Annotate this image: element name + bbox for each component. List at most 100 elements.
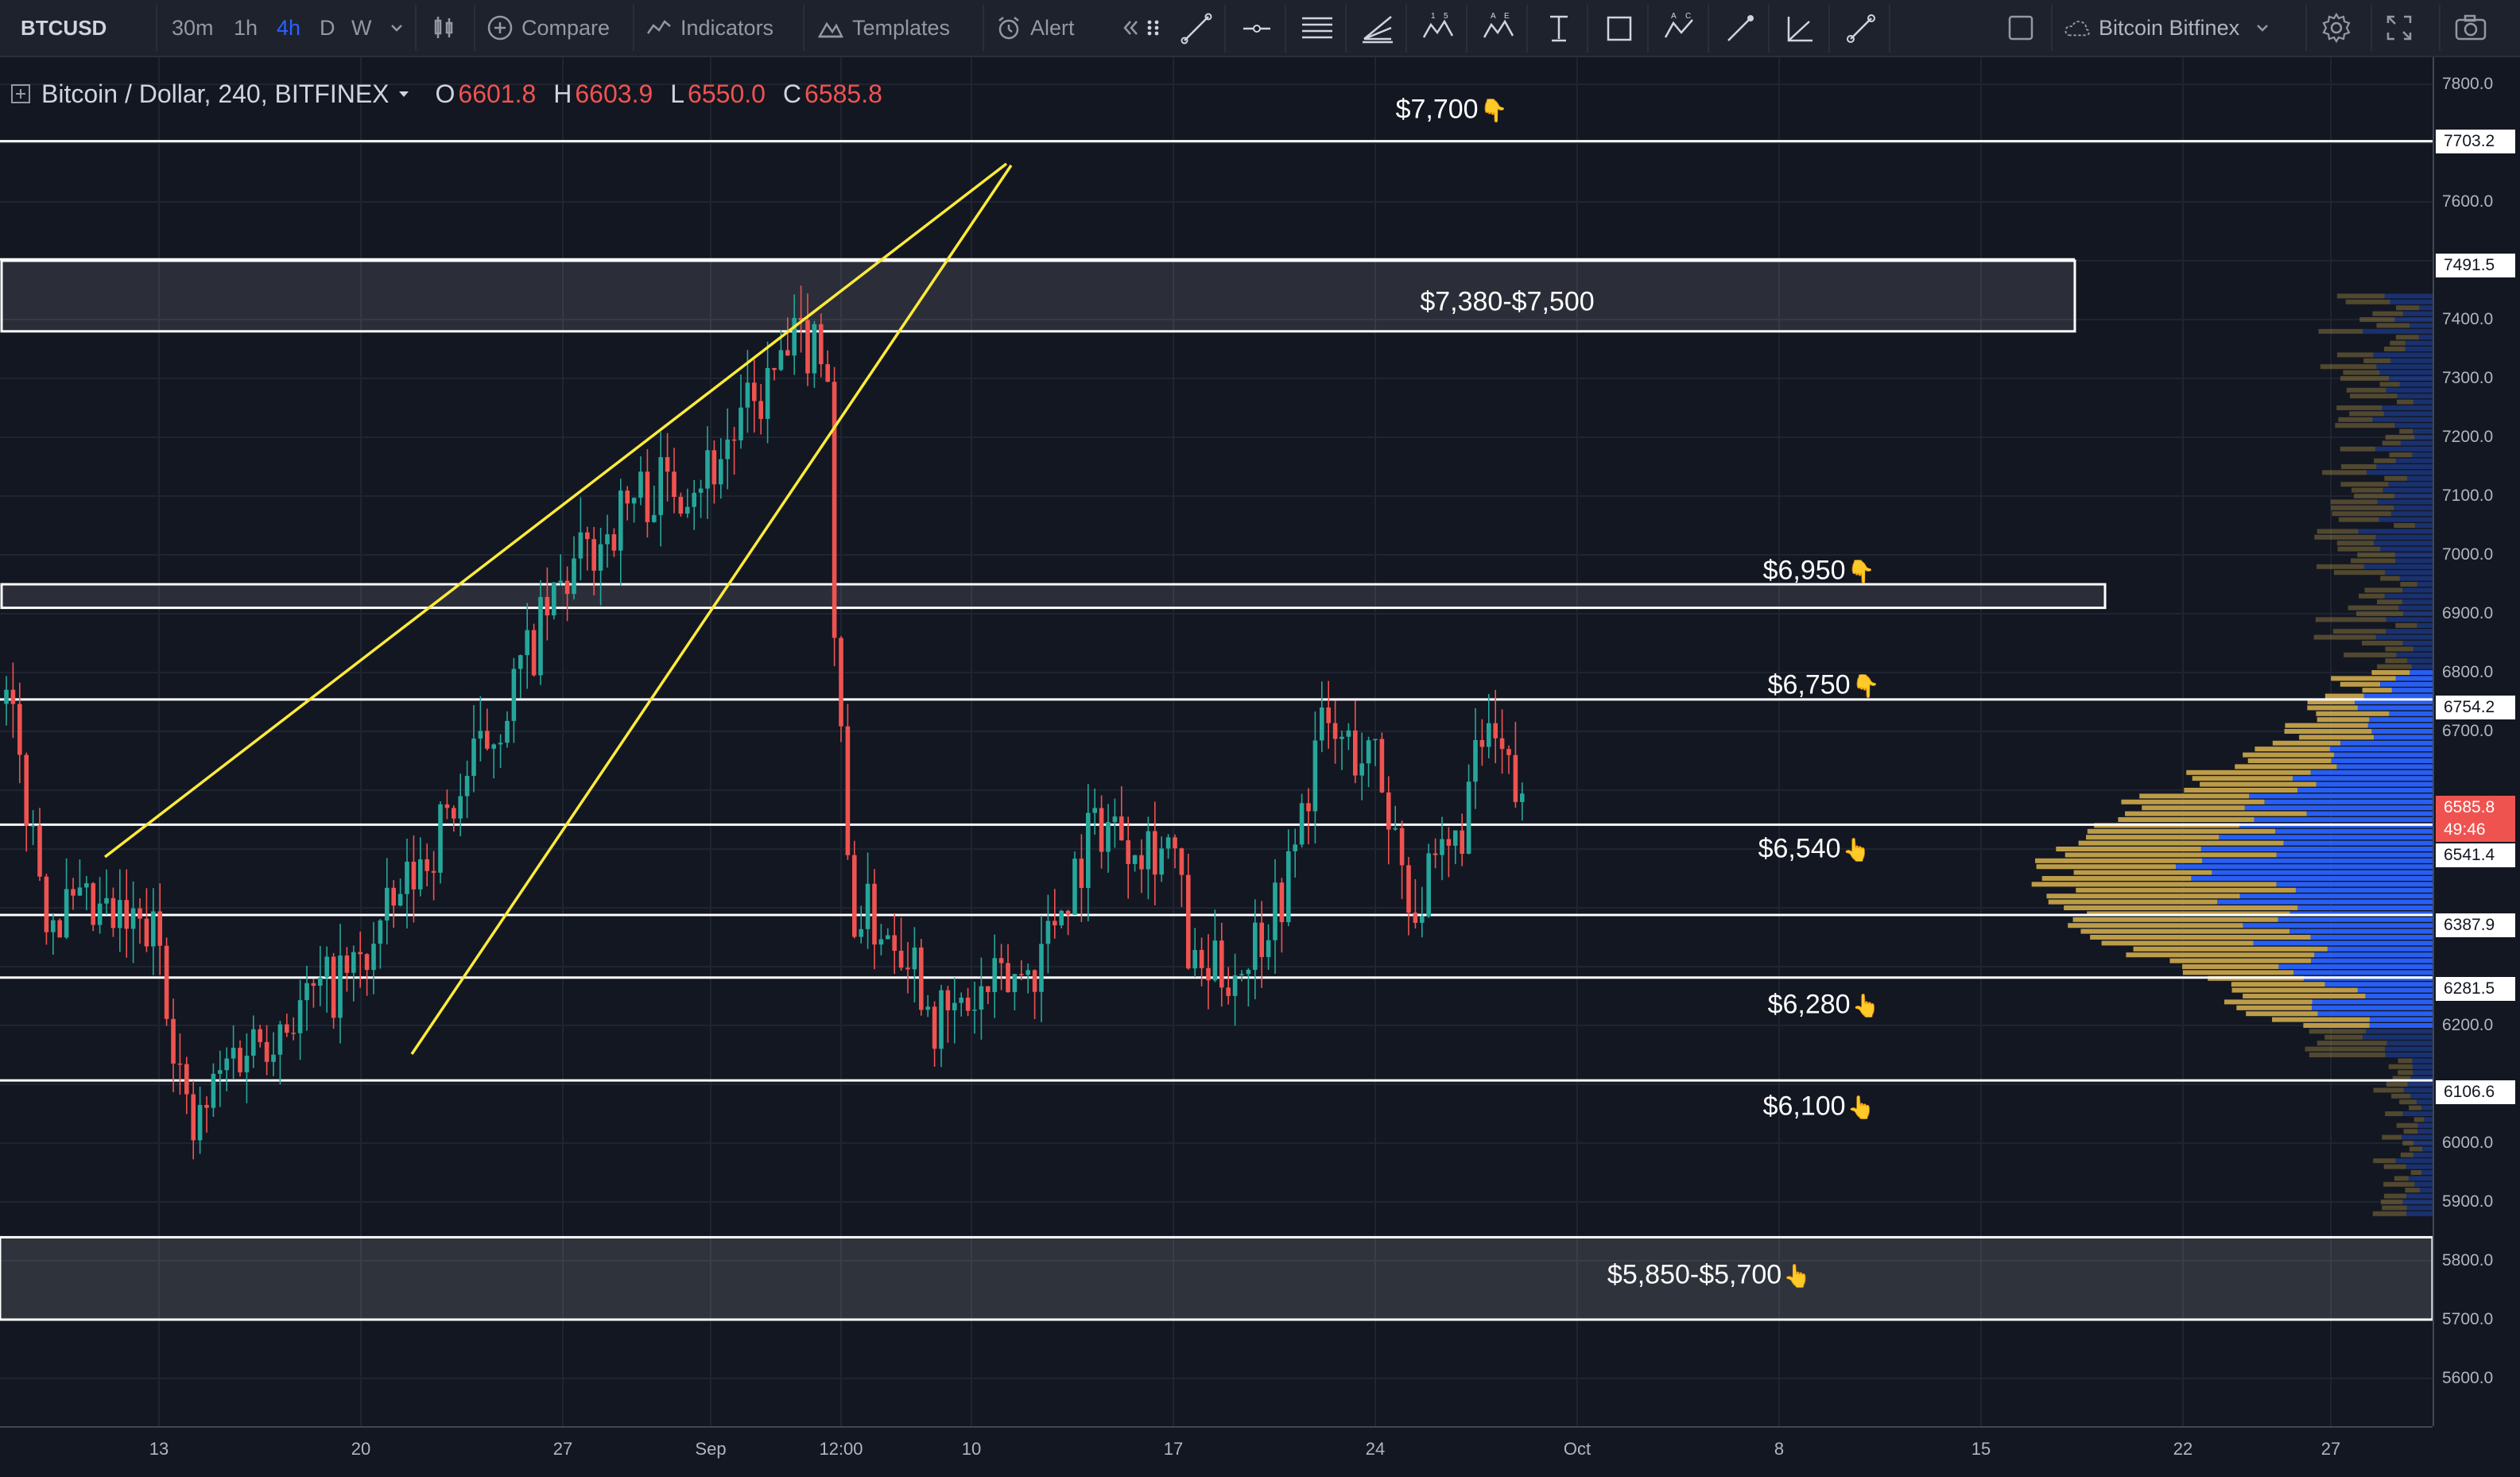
candle-body xyxy=(745,382,750,408)
interval-4h[interactable]: 4h xyxy=(277,15,301,40)
price-chart[interactable] xyxy=(0,57,2433,1426)
camera-snapshot-icon[interactable] xyxy=(2453,0,2488,56)
hand-up-icon: 👆 xyxy=(1783,1263,1812,1289)
price-tick: 7800.0 xyxy=(2442,75,2494,93)
candle-body xyxy=(331,956,336,1018)
label-zone-5850-5700[interactable]: $5,850-$5,700👆 xyxy=(1607,1259,1812,1290)
chart-pane[interactable]: $7,700👇 $7,380-$7,500 $6,950👇 $6,750👇 $6… xyxy=(0,57,2433,1426)
candle-body xyxy=(711,450,717,485)
volume-bar-up xyxy=(2386,629,2433,634)
candle-body xyxy=(878,939,884,945)
label-7700[interactable]: $7,700👇 xyxy=(1395,94,1508,125)
candle-body xyxy=(344,955,350,973)
rising-wedge-trendlines[interactable] xyxy=(103,162,1013,1055)
drag-handle-icon[interactable] xyxy=(1145,0,1162,56)
price-scale[interactable]: 7800.0 7600.0 7400.0 7300.0 7200.0 7100.… xyxy=(2433,57,2520,1426)
alert-button[interactable]: Alert xyxy=(995,0,1075,56)
brush-tool-icon[interactable] xyxy=(1712,5,1770,52)
volume-bar-up xyxy=(2367,723,2433,728)
measure-tool-icon[interactable] xyxy=(1773,5,1830,52)
level-badge-6754: 6754.2 xyxy=(2436,696,2515,719)
label-6280[interactable]: $6,280👆 xyxy=(1767,989,1880,1020)
volume-bar-down xyxy=(2320,364,2377,370)
candle-body xyxy=(378,920,383,944)
label-6540[interactable]: $6,540👆 xyxy=(1758,833,1871,864)
volume-bar-down xyxy=(2303,1023,2370,1028)
templates-button[interactable]: Templates xyxy=(817,0,950,56)
horizontal-ray-tool-icon[interactable] xyxy=(1229,5,1286,52)
volume-bar-down xyxy=(2359,593,2385,599)
interval-w[interactable]: W xyxy=(351,15,372,40)
volume-bar-up xyxy=(2397,393,2433,399)
interval-dropdown-icon[interactable] xyxy=(388,0,405,56)
volume-bar-down xyxy=(2379,382,2400,387)
volume-bar-down xyxy=(2373,1158,2396,1164)
candle-body xyxy=(812,324,817,374)
candle-body xyxy=(939,990,944,1049)
fullscreen-icon[interactable] xyxy=(2383,0,2415,56)
candle-body xyxy=(1246,970,1251,975)
settings-gear-icon[interactable] xyxy=(2320,0,2353,56)
rectangle-tool-icon[interactable] xyxy=(1591,5,1649,52)
compare-button[interactable]: Compare xyxy=(487,0,610,56)
candle-body xyxy=(1440,839,1444,855)
time-axis[interactable]: 13 20 27 Sep 12:00 10 17 24 Oct 8 15 22 … xyxy=(0,1426,2433,1477)
volume-bar-down xyxy=(2235,764,2337,770)
indicators-button[interactable]: Indicators xyxy=(646,0,773,56)
fib-retracement-tool-icon[interactable] xyxy=(1289,5,1347,52)
toolbar-divider xyxy=(474,5,475,51)
volume-bar-down xyxy=(2340,482,2389,487)
layout-square-icon[interactable] xyxy=(2005,0,2037,56)
trend-line-tool-icon[interactable] xyxy=(1169,5,1226,52)
volume-bar-up xyxy=(2289,928,2433,934)
exchange-selector[interactable]: Bitcoin Bitfinex xyxy=(2064,0,2271,56)
time-tick: Sep xyxy=(695,1439,727,1459)
label-6750[interactable]: $6,750👇 xyxy=(1767,669,1880,700)
label-zone-7380-7500[interactable]: $7,380-$7,500 xyxy=(1420,286,1595,317)
volume-bar-up xyxy=(2365,994,2433,998)
volume-bar-down xyxy=(2272,740,2341,746)
volume-bar-up xyxy=(2417,582,2433,587)
volume-bar-down xyxy=(2354,494,2395,498)
volume-bar-up xyxy=(2406,1211,2433,1216)
interval-30m[interactable]: 30m xyxy=(172,15,214,40)
text-cursor-tool-icon[interactable] xyxy=(1531,5,1588,52)
volume-bar-up xyxy=(2191,876,2433,881)
svg-text:5: 5 xyxy=(1444,12,1448,21)
candle-body xyxy=(358,952,362,955)
candle-body xyxy=(638,471,643,498)
interval-d[interactable]: D xyxy=(320,15,335,40)
volume-bar-up xyxy=(2264,799,2433,804)
caret-down-icon[interactable] xyxy=(396,86,412,102)
toolbar-divider xyxy=(415,5,417,51)
toolbar-divider xyxy=(983,5,984,51)
pitchfork-tool-icon[interactable] xyxy=(1350,5,1407,52)
volume-bar-up xyxy=(2311,958,2433,963)
candle-body xyxy=(919,947,924,1010)
top-toolbar: BTCUSD 30m 1h 4h D W Compare Indicators … xyxy=(0,0,2520,57)
label-6100[interactable]: $6,100👆 xyxy=(1762,1091,1875,1122)
price-tick: 7300.0 xyxy=(2442,369,2494,387)
volume-bar-up xyxy=(2382,405,2433,410)
link-tool-icon[interactable] xyxy=(1833,5,1890,52)
volume-bar-up xyxy=(2369,717,2433,723)
volume-bar-down xyxy=(2372,1211,2407,1216)
volume-bar-down xyxy=(2332,629,2386,634)
volume-bar-down xyxy=(2331,676,2396,681)
volume-bar-down xyxy=(2200,781,2316,787)
candle-body xyxy=(1219,940,1224,988)
candle-body xyxy=(1420,916,1425,923)
symbol-title[interactable]: Bitcoin / Dollar, 240, BITFINEX xyxy=(41,79,390,108)
volume-bar-up xyxy=(2394,505,2433,510)
candle-style-icon[interactable] xyxy=(429,0,458,56)
label-6950[interactable]: $6,950👇 xyxy=(1762,555,1875,586)
candle-body xyxy=(685,506,690,514)
symbol-search[interactable]: BTCUSD xyxy=(21,15,107,40)
volume-bar-down xyxy=(2384,347,2406,351)
expand-plus-icon[interactable] xyxy=(10,83,32,105)
interval-1h[interactable]: 1h xyxy=(234,15,258,40)
collapse-arrows-icon[interactable] xyxy=(1119,0,1143,56)
